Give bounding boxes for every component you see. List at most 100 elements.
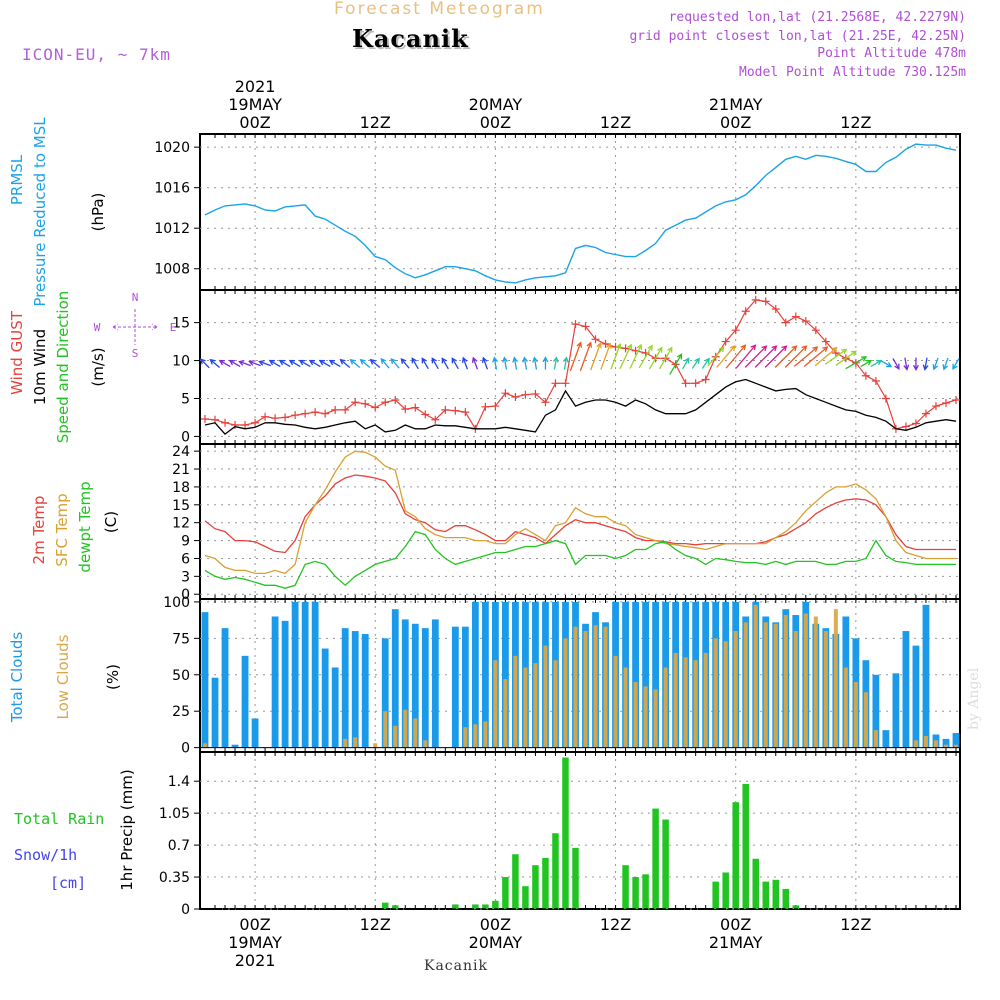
total-cloud-bar xyxy=(652,601,659,748)
wind-direction-arrow xyxy=(249,360,261,367)
wind-direction-arrow xyxy=(774,345,797,368)
wind-arrow-head xyxy=(199,358,206,365)
low-cloud-bar xyxy=(203,743,208,748)
wind-arrow-head xyxy=(626,343,633,350)
wind-arrow-head xyxy=(359,358,366,365)
total-cloud-bar xyxy=(351,631,359,748)
wind-gust-marker xyxy=(271,414,280,423)
wind-direction-arrow xyxy=(462,357,469,370)
wind-gust-marker xyxy=(821,337,830,346)
y-tick-label: 0.7 xyxy=(168,838,190,854)
bottom-time-label: 00Z xyxy=(720,915,751,934)
wind-direction-arrow xyxy=(513,357,518,370)
wind-direction-arrow xyxy=(638,345,653,369)
wind-arrow-head xyxy=(218,359,225,366)
wind-direction-arrow xyxy=(219,360,231,368)
y-tick-label: 9 xyxy=(181,534,190,550)
rain-bar xyxy=(381,902,389,909)
y-tick-label: 12 xyxy=(172,516,190,532)
low-cloud-bar xyxy=(373,743,378,748)
low-cloud-bar xyxy=(743,622,748,748)
total-cloud-bar xyxy=(271,616,279,748)
wind-arrow-head xyxy=(248,360,255,366)
total-cloud-bar xyxy=(642,601,649,748)
wind-gust-marker xyxy=(731,326,740,335)
wind-gust-marker xyxy=(951,396,960,404)
wind-arrow-head xyxy=(431,357,437,364)
low-cloud-bar xyxy=(873,730,878,748)
total-cloud-bar xyxy=(291,601,299,748)
wind-direction-arrow xyxy=(892,358,900,370)
wind-arrow-head xyxy=(596,342,602,349)
wind-direction-arrow xyxy=(924,357,928,370)
total-cloud-bar xyxy=(952,733,960,748)
low-cloud-bar xyxy=(953,744,958,748)
rain-bar xyxy=(742,783,749,909)
total-cloud-bar xyxy=(341,628,349,748)
y-tick-label: 0.35 xyxy=(159,870,190,886)
temp-sfc-label: SFC Temp xyxy=(53,493,71,566)
compass-east: E xyxy=(170,321,177,334)
requested-coords: requested lon,lat (21.2568E, 42.2279N) xyxy=(668,10,966,25)
bottom-time-label: 12Z xyxy=(360,915,391,934)
low-cloud-bar xyxy=(343,738,348,748)
low-cloud-bar xyxy=(803,613,808,748)
wind-gust-marker xyxy=(571,320,580,329)
y-tick-label: 15 xyxy=(172,498,190,514)
wind-direction-arrow xyxy=(824,348,847,365)
total-cloud-bar xyxy=(391,609,399,748)
wind-direction-arrow xyxy=(845,356,867,370)
total-cloud-bar xyxy=(912,645,920,748)
low-cloud-bar xyxy=(533,663,538,748)
low-cloud-bar xyxy=(493,660,498,748)
total-cloud-bar xyxy=(632,601,639,748)
wind-arrow-head xyxy=(932,364,939,371)
total-cloud-bar xyxy=(221,628,229,748)
low-cloud-bar xyxy=(463,727,468,748)
wind-arrow-head xyxy=(781,345,788,352)
wind-arrow-head xyxy=(441,357,447,364)
low-cloud-bar xyxy=(933,740,938,748)
rain-bar xyxy=(542,857,549,909)
wind-gust-marker xyxy=(561,379,570,388)
wind-arrow-head xyxy=(850,350,857,357)
dewpoint-line xyxy=(204,530,956,589)
wind-gust-marker xyxy=(751,295,760,304)
wind-gust-marker xyxy=(911,419,920,428)
rain-bar xyxy=(532,865,539,909)
wind-direction-arrow xyxy=(904,357,908,370)
wind-direction-arrow xyxy=(793,346,818,367)
low-cloud-bar xyxy=(423,740,428,748)
wind-arrow-head xyxy=(750,344,757,351)
total-cloud-bar xyxy=(401,619,409,748)
low-cloud-bar xyxy=(833,609,838,748)
total-cloud-bar xyxy=(311,601,319,748)
wind-gust-marker xyxy=(521,390,530,399)
wind-direction-arrow xyxy=(764,345,787,368)
wind-gust-marker xyxy=(421,410,430,419)
wind-direction-arrow xyxy=(860,360,872,368)
top-time-label: 12Z xyxy=(360,113,391,132)
wind-direction-arrow xyxy=(370,359,381,368)
model-label: ICON-EU, ~ 7km xyxy=(22,45,171,64)
wind-direction-arrow xyxy=(350,359,361,368)
total-cloud-bar xyxy=(942,738,950,748)
wind-arrow-head xyxy=(451,357,457,364)
wind-direction-arrow xyxy=(533,357,538,370)
wind-direction-arrow xyxy=(590,343,602,371)
wind-direction-arrow xyxy=(563,357,568,370)
bottom-time-label: 19MAY xyxy=(228,933,282,952)
top-time-label: 12Z xyxy=(600,113,631,132)
wind-arrow-head xyxy=(288,359,295,366)
wind-arrow-head xyxy=(718,346,725,353)
bottom-time-label: 2021 xyxy=(235,951,276,970)
low-cloud-bar xyxy=(673,652,678,748)
wind-gust-marker xyxy=(871,377,880,386)
low-cloud-bar xyxy=(683,657,688,748)
footer-location: Kacanik xyxy=(424,958,488,974)
compass-south: S xyxy=(132,347,139,360)
panel-pressure: 1008 1012 1016 1020 PRMSL Pressure Reduced to… xyxy=(8,117,961,307)
wind-gust-marker xyxy=(691,379,700,388)
